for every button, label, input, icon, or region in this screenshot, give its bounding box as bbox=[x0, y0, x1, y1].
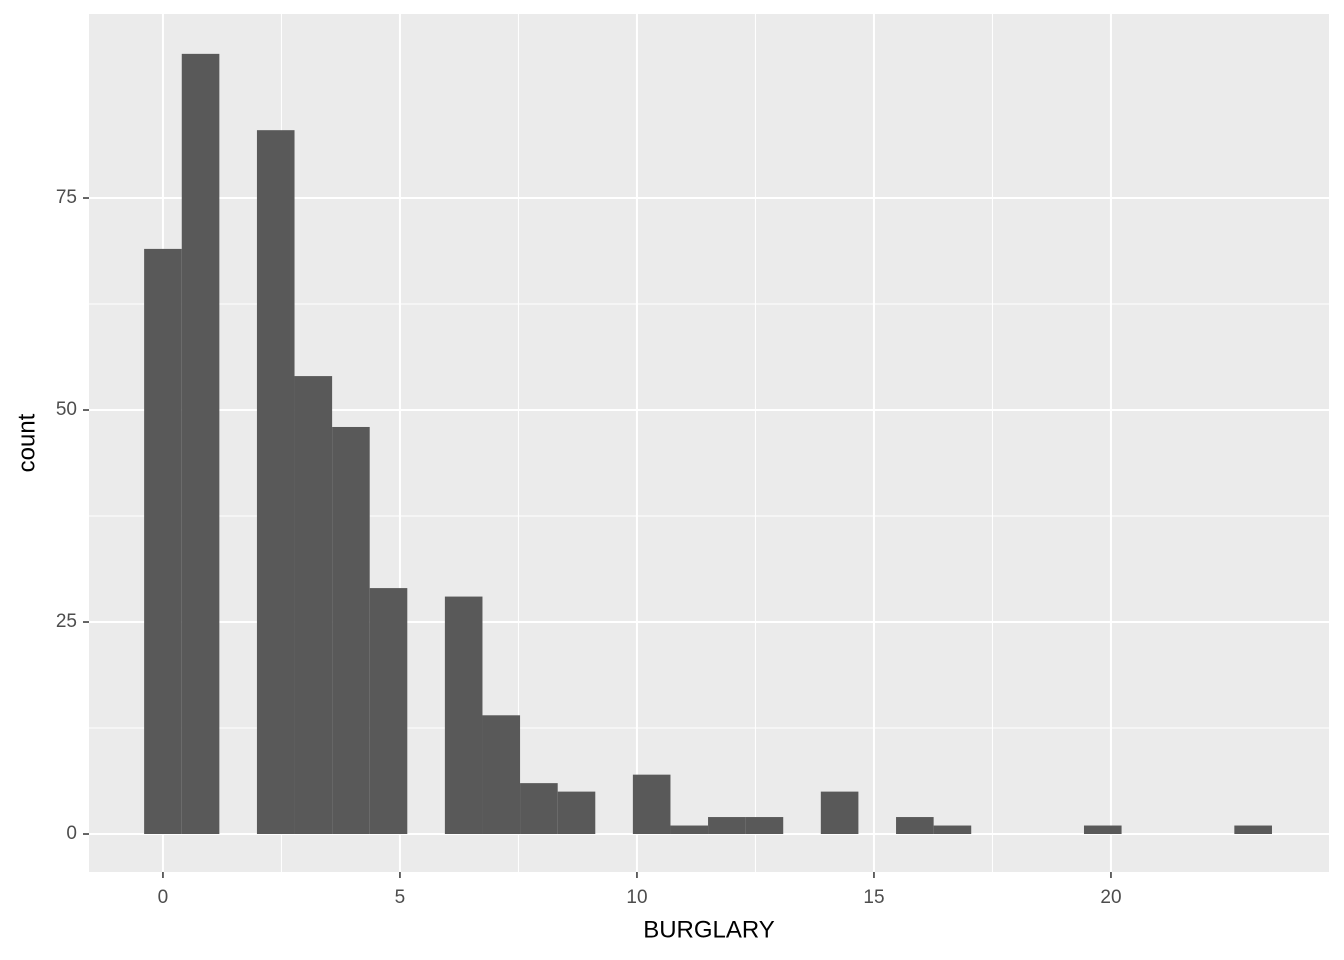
bar bbox=[369, 588, 408, 835]
y-tick-label: 75 bbox=[56, 187, 77, 208]
bar bbox=[520, 783, 558, 835]
bar bbox=[557, 791, 596, 835]
bar bbox=[820, 791, 859, 835]
bar bbox=[181, 53, 220, 835]
bar bbox=[933, 825, 972, 835]
bar bbox=[632, 774, 671, 835]
bar bbox=[294, 376, 333, 835]
x-tick-label: 10 bbox=[626, 887, 647, 908]
bar bbox=[332, 426, 370, 835]
bar bbox=[256, 130, 295, 835]
x-axis-title: BURGLARY bbox=[643, 916, 775, 943]
bar bbox=[444, 596, 483, 835]
bar bbox=[708, 817, 746, 835]
bar bbox=[670, 825, 709, 835]
x-tick-label: 0 bbox=[158, 887, 169, 908]
bar bbox=[144, 248, 182, 835]
y-axis-title: count bbox=[13, 413, 40, 472]
x-tick-label: 15 bbox=[863, 887, 884, 908]
bar bbox=[1083, 825, 1122, 835]
bar bbox=[745, 817, 784, 835]
y-tick-label: 0 bbox=[66, 823, 77, 844]
x-tick-label: 20 bbox=[1100, 887, 1121, 908]
bar bbox=[896, 817, 934, 835]
bar bbox=[1234, 825, 1272, 835]
x-tick-label: 5 bbox=[395, 887, 406, 908]
y-tick-label: 25 bbox=[56, 611, 77, 632]
bar bbox=[482, 715, 521, 835]
y-tick-label: 50 bbox=[56, 399, 77, 420]
